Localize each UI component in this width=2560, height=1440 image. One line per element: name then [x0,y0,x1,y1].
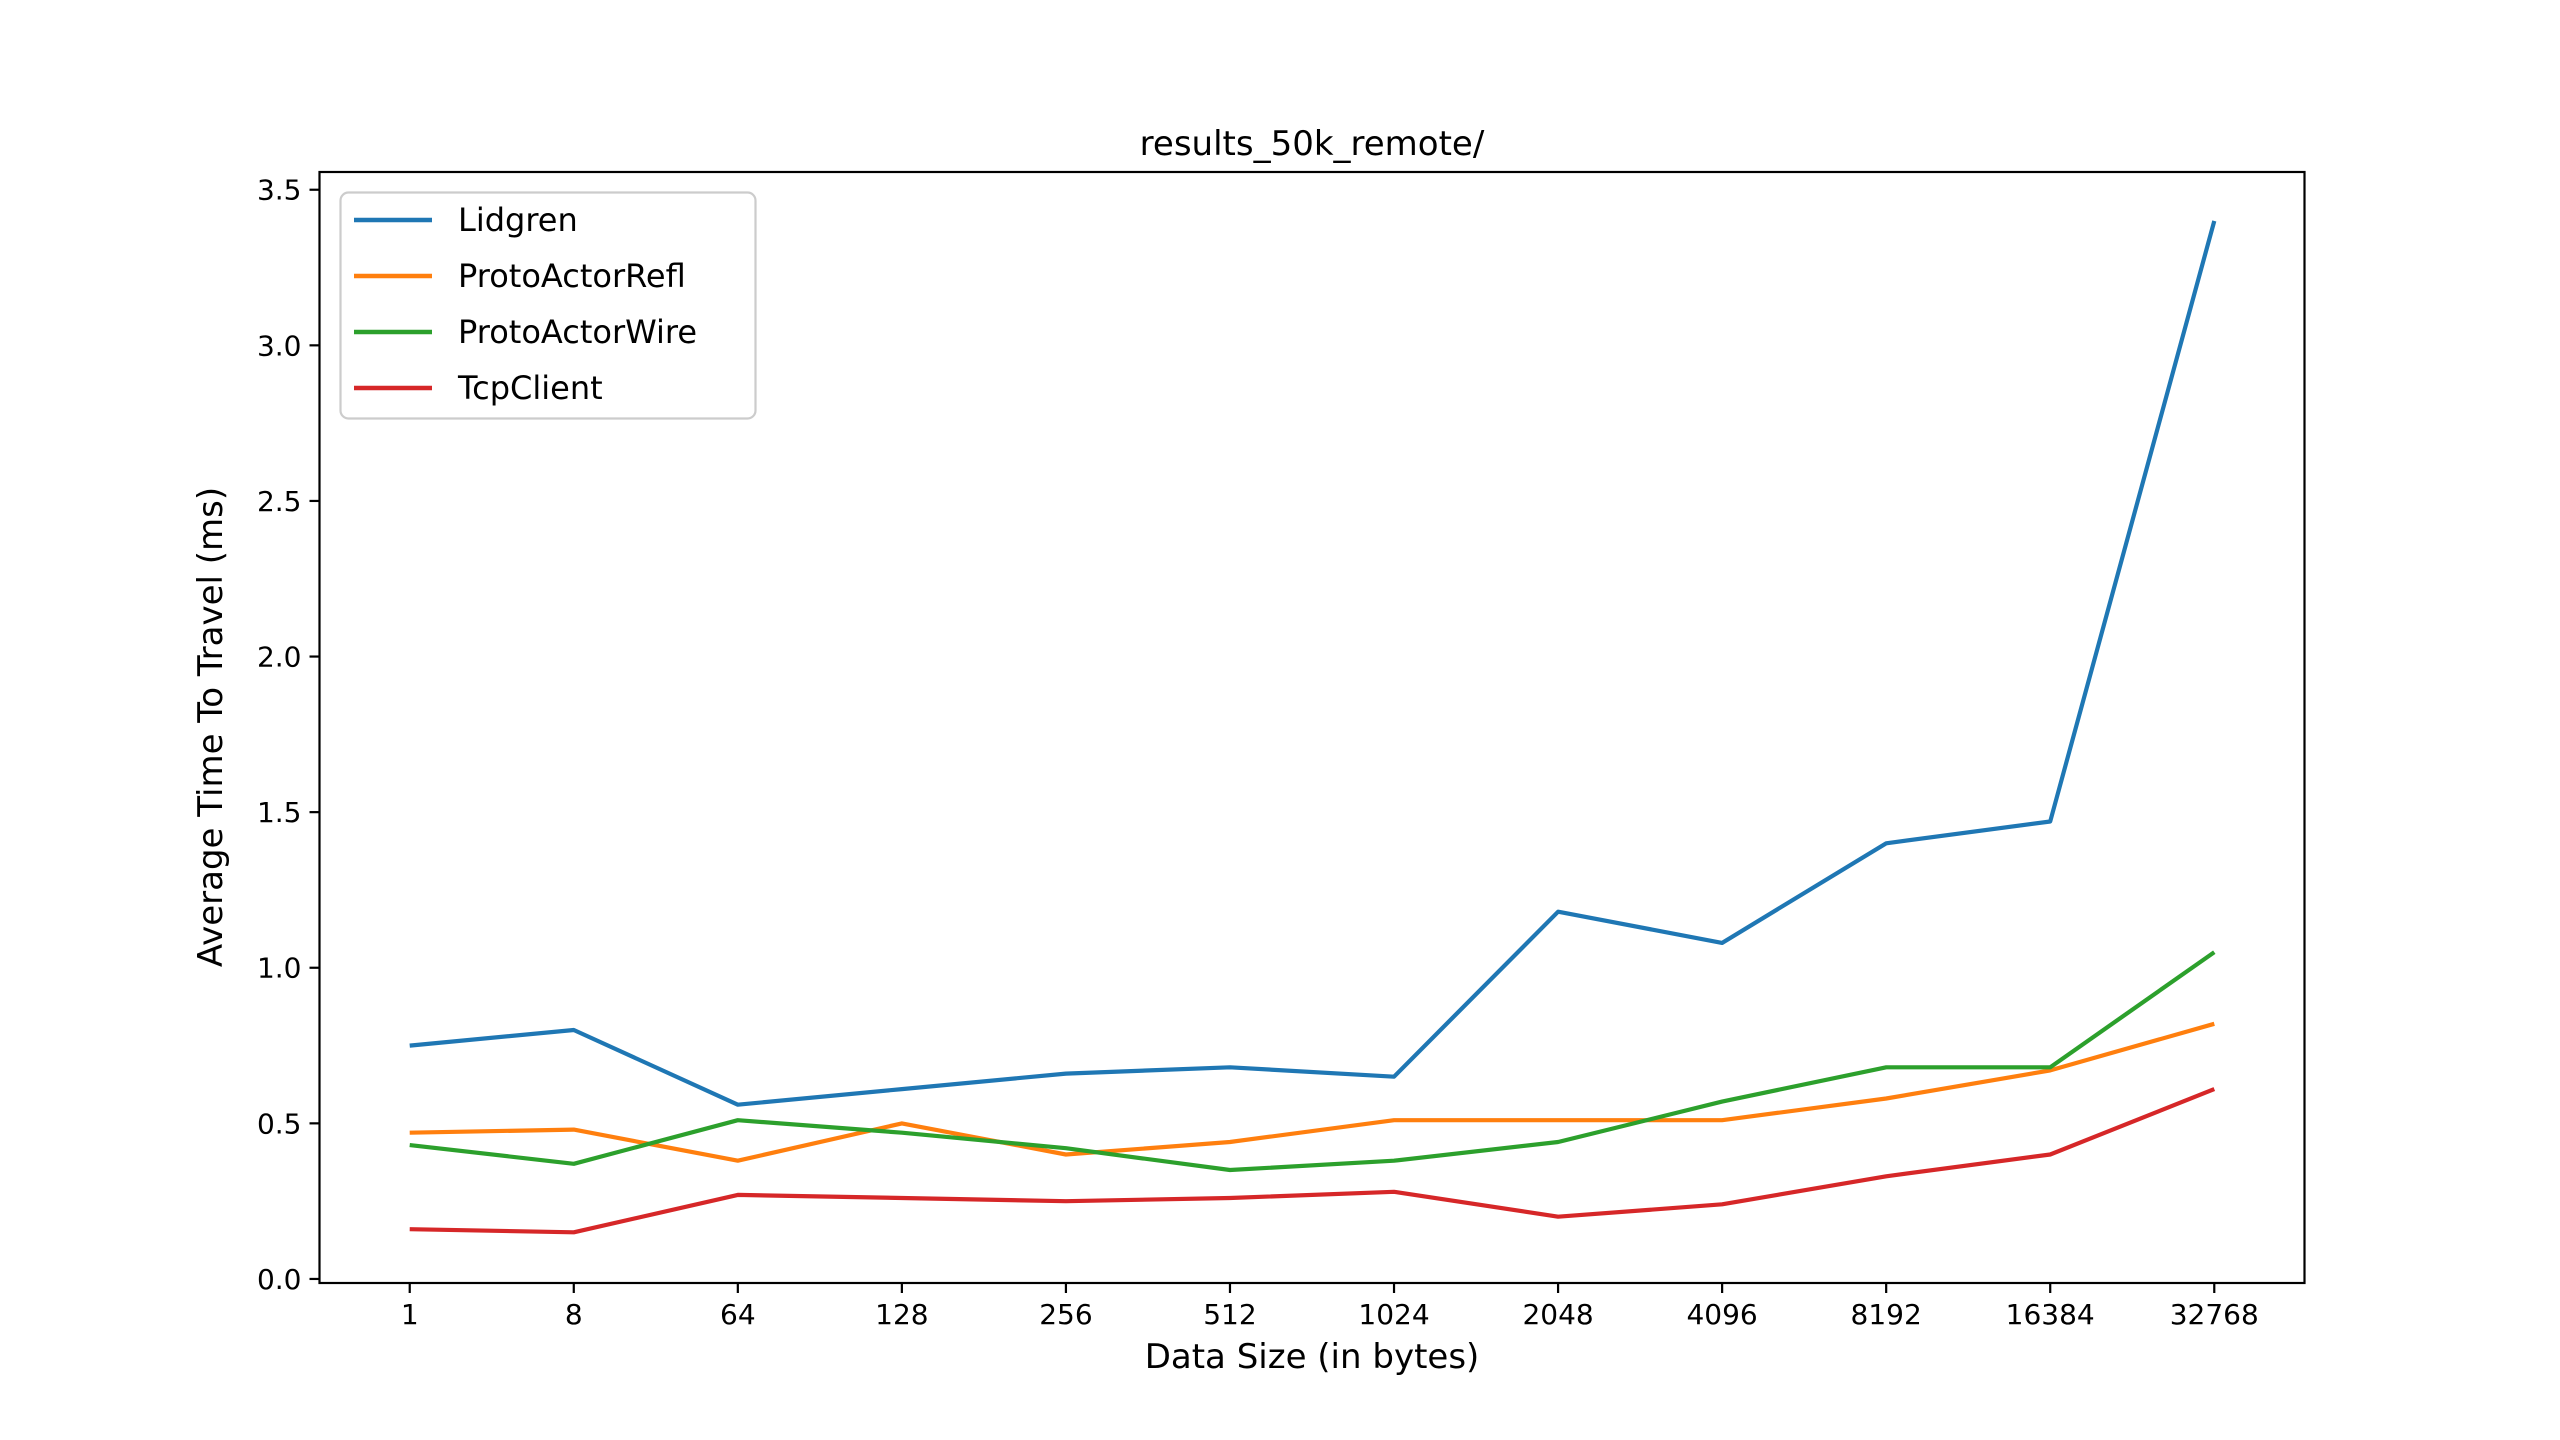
legend-item: Lidgren [354,201,578,239]
y-tick-label: 2.0 [257,641,302,674]
x-tick-label: 8 [565,1298,583,1331]
y-axis-label: Average Time To Travel (ms) [191,487,231,967]
x-tick-label: 8192 [1851,1298,1922,1331]
plot-border [318,170,2306,1285]
x-tick-label: 1024 [1358,1298,1429,1331]
legend-item: ProtoActorRefl [354,257,686,295]
x-tick-label: 4096 [1686,1298,1757,1331]
series-line-ProtoActorWire [409,950,2216,1173]
x-tick-label: 256 [1039,1298,1092,1331]
x-tick-label: 512 [1203,1298,1256,1331]
y-tick-label: 1.5 [257,796,302,829]
chart-title: results_50k_remote/ [1140,124,1485,164]
series-line-TcpClient [409,1087,2216,1235]
x-tick-label: 1 [401,1298,419,1331]
x-tick-label: 16384 [2006,1298,2095,1331]
y-tick-label: 1.0 [257,952,302,985]
y-tick-label: 0.0 [257,1263,302,1296]
x-tick-label: 128 [875,1298,928,1331]
legend-label: Lidgren [458,201,578,239]
legend-frame [339,191,757,420]
series-line-Lidgren [409,220,2217,1107]
legend-item: TcpClient [354,369,603,407]
legend-label: ProtoActorWire [458,313,697,351]
series-line-ProtoActorRefl [409,1021,2215,1163]
y-axis: 0.0 0.5 1.0 1.5 2.0 2.5 3.0 3.5 [257,174,320,1296]
x-axis-label: Data Size (in bytes) [1145,1337,1480,1377]
legend: Lidgren ProtoActorRefl ProtoActorWire TcpCl… [339,191,757,420]
y-tick-label: 2.5 [257,485,302,518]
x-tick-label: 64 [720,1298,756,1331]
x-axis: 1 8 64 128 256 512 1024 2048 4096 8192 16384 32768 [401,1283,2259,1331]
series-group [409,220,2217,1235]
y-tick-label: 3.5 [257,174,302,207]
x-tick-label: 2048 [1522,1298,1593,1331]
legend-item: ProtoActorWire [354,313,697,351]
y-tick-label: 3.0 [257,329,302,362]
y-tick-label: 0.5 [257,1107,302,1140]
x-tick-label: 32768 [2170,1298,2259,1331]
legend-label: ProtoActorRefl [458,257,686,295]
legend-label: TcpClient [457,369,603,407]
